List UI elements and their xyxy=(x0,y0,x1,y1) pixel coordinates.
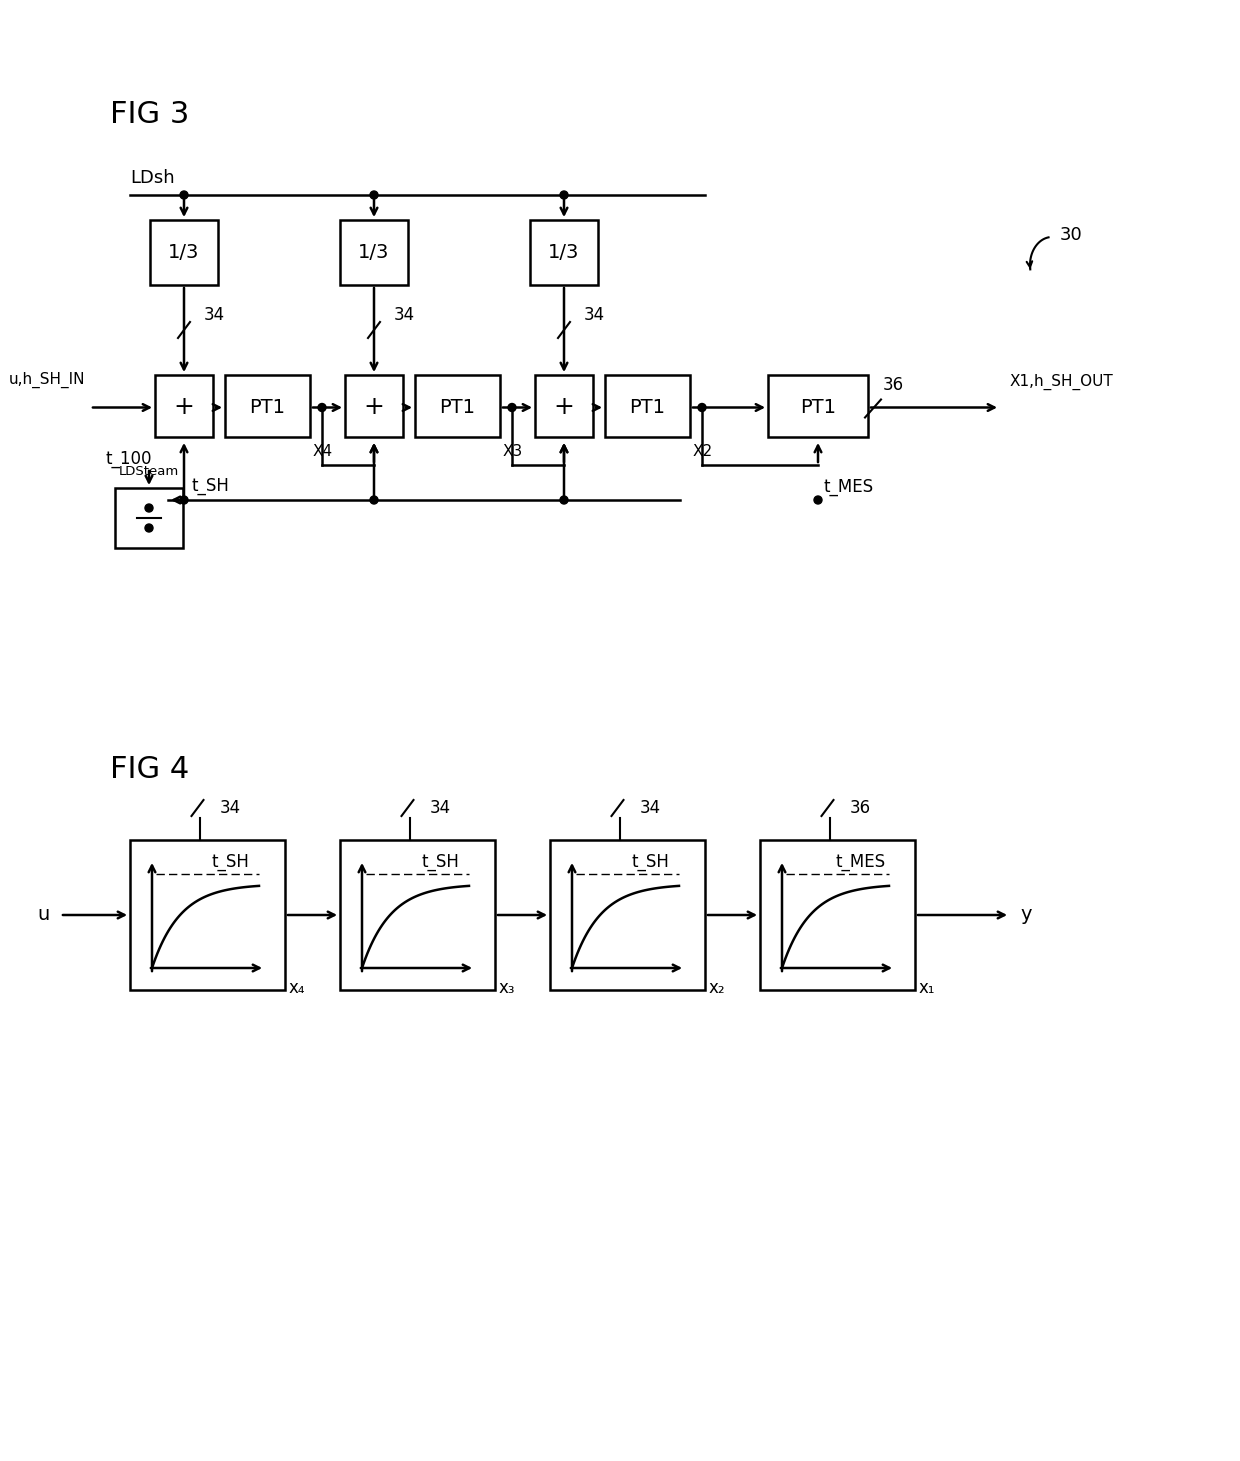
Text: 34: 34 xyxy=(584,305,605,324)
Text: t_100: t_100 xyxy=(105,450,151,468)
Text: LDsh: LDsh xyxy=(130,169,175,187)
Text: t_SH: t_SH xyxy=(632,853,670,871)
Text: t_MES: t_MES xyxy=(823,478,873,495)
Text: +: + xyxy=(174,396,195,419)
Circle shape xyxy=(145,524,153,532)
Bar xyxy=(340,840,495,991)
Text: FIG 3: FIG 3 xyxy=(110,99,190,129)
Circle shape xyxy=(813,495,822,504)
Text: +: + xyxy=(553,396,574,419)
Text: FIG 4: FIG 4 xyxy=(110,755,190,785)
Text: u: u xyxy=(37,906,50,925)
Text: u,h_SH_IN: u,h_SH_IN xyxy=(9,371,86,387)
Circle shape xyxy=(560,495,568,504)
Bar xyxy=(760,840,915,991)
Text: 36: 36 xyxy=(849,799,870,817)
Bar xyxy=(115,488,184,548)
Circle shape xyxy=(180,495,188,504)
Circle shape xyxy=(370,191,378,199)
Bar xyxy=(605,375,689,437)
Text: PT1: PT1 xyxy=(800,397,836,416)
Text: 34: 34 xyxy=(219,799,241,817)
Text: 30: 30 xyxy=(1060,226,1083,244)
Text: 34: 34 xyxy=(205,305,226,324)
Text: 1/3: 1/3 xyxy=(548,243,579,262)
Text: x₄: x₄ xyxy=(289,979,305,996)
Text: X3: X3 xyxy=(503,444,523,460)
Text: x₂: x₂ xyxy=(709,979,725,996)
Circle shape xyxy=(508,403,516,412)
Text: 34: 34 xyxy=(394,305,415,324)
Circle shape xyxy=(145,504,153,511)
Bar xyxy=(224,375,310,437)
Bar xyxy=(150,221,218,285)
Text: X2: X2 xyxy=(693,444,713,460)
Circle shape xyxy=(698,403,706,412)
Text: X1,h_SH_OUT: X1,h_SH_OUT xyxy=(1011,374,1114,390)
Text: PT1: PT1 xyxy=(249,397,285,416)
Text: t_SH: t_SH xyxy=(191,476,229,495)
Bar xyxy=(768,375,868,437)
Text: t_MES: t_MES xyxy=(836,853,885,871)
Bar xyxy=(130,840,285,991)
Text: +: + xyxy=(363,396,384,419)
Text: X4: X4 xyxy=(312,444,334,460)
Circle shape xyxy=(317,403,326,412)
Text: x₁: x₁ xyxy=(919,979,935,996)
Text: 1/3: 1/3 xyxy=(169,243,200,262)
Bar xyxy=(155,375,213,437)
Bar xyxy=(345,375,403,437)
Bar xyxy=(340,221,408,285)
Text: 36: 36 xyxy=(883,377,904,394)
Text: PT1: PT1 xyxy=(439,397,475,416)
Bar xyxy=(529,221,598,285)
Text: 34: 34 xyxy=(640,799,661,817)
Text: t_SH: t_SH xyxy=(422,853,460,871)
Circle shape xyxy=(370,495,378,504)
Bar xyxy=(415,375,500,437)
Text: PT1: PT1 xyxy=(630,397,666,416)
Circle shape xyxy=(560,191,568,199)
Text: x₃: x₃ xyxy=(498,979,516,996)
Circle shape xyxy=(180,191,188,199)
Bar xyxy=(534,375,593,437)
Text: 1/3: 1/3 xyxy=(358,243,389,262)
Text: y: y xyxy=(1021,906,1032,925)
Bar xyxy=(551,840,706,991)
Text: 34: 34 xyxy=(429,799,450,817)
Text: t_SH: t_SH xyxy=(212,853,249,871)
Text: LDSteam: LDSteam xyxy=(119,465,179,478)
